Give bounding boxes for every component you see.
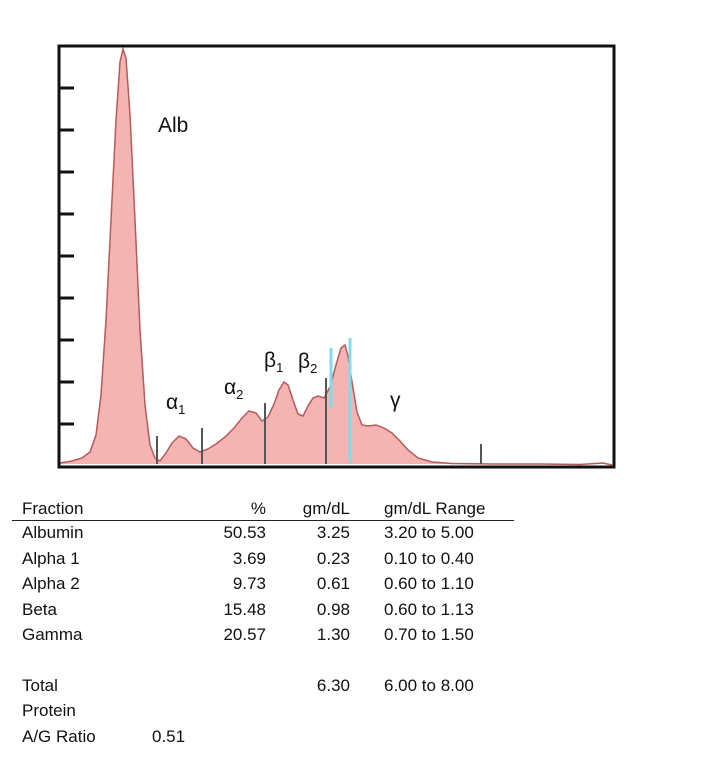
peak-label-beta2: β2 — [298, 350, 317, 376]
results-table: Fraction % gm/dL gm/dL Range Albumin 50.… — [12, 498, 522, 752]
peak-label-gamma: γ — [390, 389, 401, 412]
fraction-range: 0.70 to 1.50 — [384, 625, 474, 644]
header-rule — [12, 520, 514, 521]
table-row: Albumin 50.53 3.25 3.20 to 5.00 — [22, 522, 522, 548]
peak-label-albumin: Alb — [158, 114, 188, 137]
total-row: Total 6.30 6.00 to 8.00 — [22, 675, 522, 701]
header-range: gm/dL Range — [384, 499, 486, 518]
total-label-line1: Total — [22, 675, 58, 695]
fraction-gmdl: 0.98 — [316, 599, 350, 619]
ag-ratio-label: A/G Ratio — [22, 726, 96, 746]
fraction-range: 0.60 to 1.13 — [384, 599, 474, 619]
fraction-percent: 15.48 — [223, 599, 266, 619]
fraction-gmdl: 0.23 — [316, 548, 350, 568]
header-fraction: Fraction — [22, 499, 84, 518]
fraction-percent: 20.57 — [223, 625, 266, 644]
fraction-name: Alpha 1 — [22, 548, 80, 568]
fraction-gmdl: 0.61 — [316, 574, 350, 593]
fraction-name: Alpha 2 — [22, 574, 80, 593]
table-header: Fraction % gm/dL gm/dL Range — [12, 498, 522, 522]
header-percent: % — [250, 499, 266, 518]
peak-label-alpha2: α2 — [224, 376, 243, 402]
fraction-percent: 50.53 — [223, 523, 266, 542]
table-row: Alpha 2 9.73 0.61 0.60 to 1.10 — [22, 573, 522, 599]
fraction-gmdl: 1.30 — [316, 625, 350, 644]
fraction-boundary-markers — [156, 378, 482, 464]
fraction-range: 0.60 to 1.10 — [384, 574, 474, 593]
ag-ratio-value: 0.51 — [152, 726, 186, 746]
beta2-highlight-lines — [329, 338, 352, 462]
table-row: Gamma 20.57 1.30 0.70 to 1.50 — [22, 624, 522, 650]
y-axis-ticks — [59, 86, 74, 426]
fraction-range: 0.10 to 0.40 — [384, 548, 474, 568]
table-row: Beta 15.48 0.98 0.60 to 1.13 — [22, 599, 522, 625]
total-label-line2: Protein — [22, 701, 76, 720]
total-range: 6.00 to 8.00 — [384, 675, 474, 695]
peak-label-beta1: β1 — [264, 349, 283, 375]
table-spacer — [22, 650, 522, 675]
fraction-percent: 9.73 — [232, 574, 266, 593]
fraction-name: Albumin — [22, 523, 84, 542]
fraction-percent: 3.69 — [232, 548, 266, 568]
table-row: Alpha 1 3.69 0.23 0.10 to 0.40 — [22, 548, 522, 574]
fraction-name: Beta — [22, 599, 57, 619]
total-gmdl: 6.30 — [316, 675, 350, 695]
protein-curve-area — [60, 49, 612, 465]
peak-label-alpha1: α1 — [166, 391, 185, 417]
header-gmdl: gm/dL — [302, 499, 350, 518]
total-row-continued: Protein — [22, 700, 522, 726]
fraction-name: Gamma — [22, 625, 83, 644]
fraction-range: 3.20 to 5.00 — [384, 523, 474, 542]
ag-ratio-row: A/G Ratio 0.51 — [22, 726, 522, 752]
plot-frame — [57, 44, 616, 469]
fraction-gmdl: 3.25 — [316, 523, 350, 542]
electrophoresis-chart: Alb α1 α2 β1 β2 γ — [57, 44, 616, 469]
protein-curve-line — [59, 46, 613, 466]
